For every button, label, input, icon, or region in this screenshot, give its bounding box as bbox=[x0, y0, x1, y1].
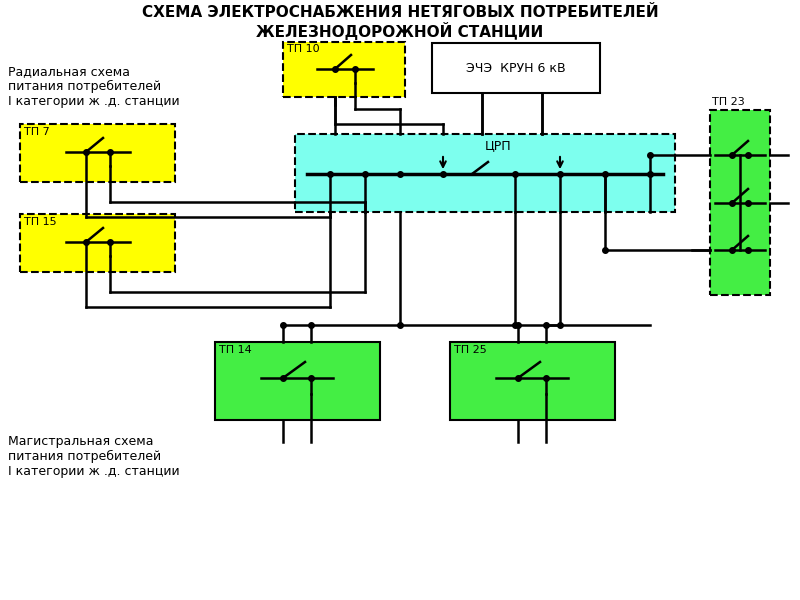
Text: Радиальная схема
питания потребителей
I категории ж .д. станции: Радиальная схема питания потребителей I … bbox=[8, 65, 180, 108]
Bar bbox=[20, 124, 175, 182]
Bar bbox=[450, 342, 615, 420]
Bar bbox=[432, 43, 600, 93]
Text: ЭЧЭ  КРУН 6 кВ: ЭЧЭ КРУН 6 кВ bbox=[466, 61, 566, 74]
Text: ТП 7: ТП 7 bbox=[24, 127, 50, 137]
Text: ТП 15: ТП 15 bbox=[24, 217, 57, 227]
Text: ЖЕЛЕЗНОДОРОЖНОЙ СТАНЦИИ: ЖЕЛЕЗНОДОРОЖНОЙ СТАНЦИИ bbox=[256, 22, 544, 40]
Bar bbox=[20, 214, 175, 272]
Text: ТП 10: ТП 10 bbox=[287, 44, 320, 54]
Bar bbox=[295, 134, 675, 212]
Text: Магистральная схема
питания потребителей
I категории ж .д. станции: Магистральная схема питания потребителей… bbox=[8, 435, 180, 478]
Text: ТП 25: ТП 25 bbox=[454, 345, 486, 355]
Text: ТП 14: ТП 14 bbox=[219, 345, 252, 355]
Text: ТП 23: ТП 23 bbox=[712, 97, 745, 107]
Text: ЦРП: ЦРП bbox=[485, 139, 512, 152]
Bar bbox=[710, 110, 770, 295]
Text: СХЕМА ЭЛЕКТРОСНАБЖЕНИЯ НЕТЯГОВЫХ ПОТРЕБИТЕЛЕЙ: СХЕМА ЭЛЕКТРОСНАБЖЕНИЯ НЕТЯГОВЫХ ПОТРЕБИ… bbox=[142, 5, 658, 20]
Bar bbox=[215, 342, 380, 420]
Bar bbox=[283, 42, 405, 97]
